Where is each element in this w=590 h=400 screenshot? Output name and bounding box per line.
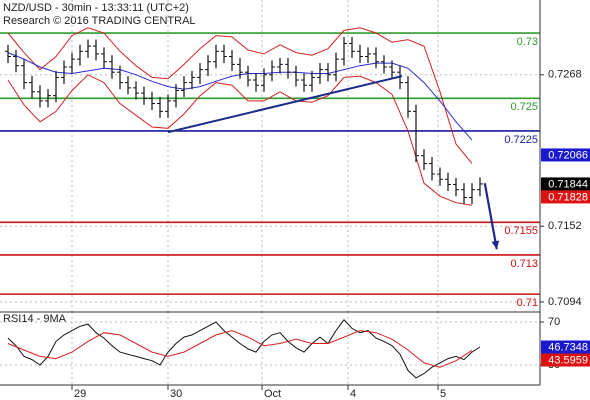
price-tag [541, 177, 590, 191]
x-tick-label: 29 [74, 388, 86, 400]
x-tick-label: 4 [350, 388, 356, 400]
x-tick-label: 5 [440, 388, 446, 400]
x-tick-label: Oct [264, 388, 281, 400]
price-tag-label: 0.71828 [548, 191, 588, 203]
y-tick-label: 0.7152 [548, 220, 582, 232]
indicator-line [7, 27, 473, 164]
level-label: 0.7155 [504, 225, 538, 237]
indicator-line [7, 330, 473, 368]
arrow-head [491, 240, 500, 250]
forecast-arrow [483, 183, 498, 250]
y-tick-label: 70 [548, 316, 560, 328]
level-label: 0.7225 [504, 134, 538, 146]
price-tag [541, 190, 590, 204]
indicator-line [7, 74, 473, 206]
indicator-line [7, 319, 481, 379]
level-label: 0.713 [510, 258, 538, 270]
price-tag-label: 0.71844 [548, 178, 588, 190]
plot: 0.73 0.725 0.7225 0.7155 0.713 0.71 [0, 27, 540, 379]
price-tag [541, 148, 590, 162]
price-tag [541, 340, 590, 354]
chart-title: NZD/USD - 30min - 13:33:11 (UTC+2) [3, 2, 189, 14]
price-tag-label: 0.72066 [548, 149, 588, 161]
price-tag-label: 43.5959 [548, 354, 588, 366]
price-tag-label: 46.7348 [548, 341, 588, 353]
price-tag [541, 353, 590, 367]
level-label: 0.725 [510, 101, 538, 113]
x-tick-label: 30 [170, 388, 182, 400]
rsi-title: RSI14 - 9MA [3, 313, 67, 325]
chart-subtitle: Research © 2016 TRADING CENTRAL [3, 15, 196, 27]
grid [0, 0, 540, 385]
y-tick-label: 0.7094 [548, 296, 582, 308]
level-label: 0.71 [517, 297, 538, 309]
level-label: 0.73 [517, 36, 538, 48]
y-tick-label: 0.7268 [548, 69, 582, 81]
trend-line [167, 75, 403, 134]
